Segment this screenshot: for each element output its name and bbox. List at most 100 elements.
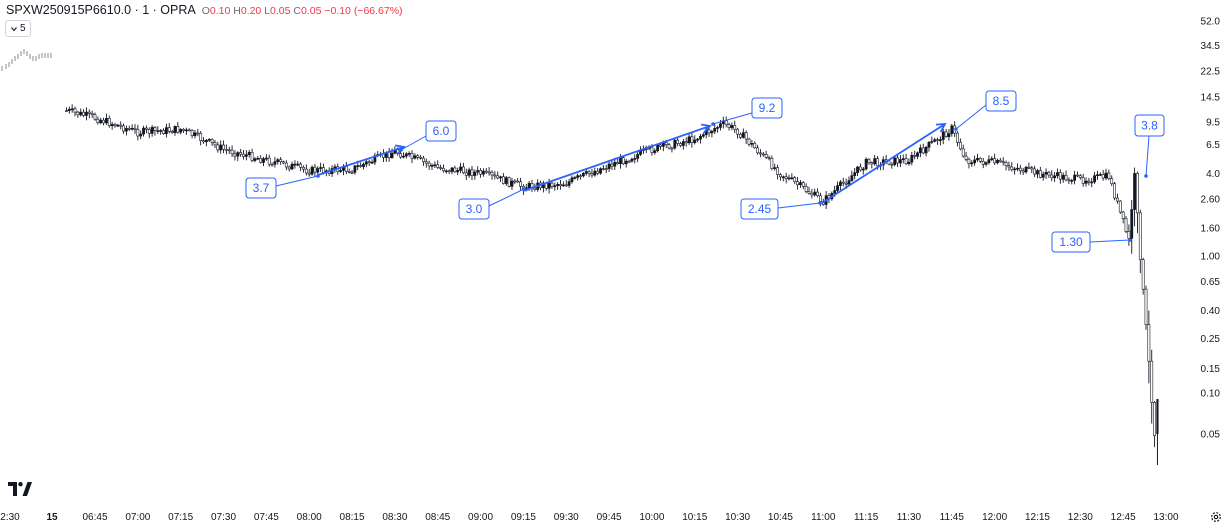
x-tick-label: 09:00 [468, 512, 493, 523]
symbol-title[interactable]: SPXW250915P6610.0 · 1 · OPRA [6, 3, 196, 17]
candle-body [533, 187, 537, 190]
annotation-box[interactable] [458, 198, 490, 220]
candle-body [779, 174, 782, 178]
candle-body [202, 140, 205, 143]
trend-arrows[interactable] [317, 122, 947, 204]
candle-body [170, 131, 174, 133]
candle-body [576, 175, 580, 178]
candle-body [233, 153, 237, 157]
candle-body [476, 170, 480, 173]
candle-body [416, 155, 420, 158]
annotation-leader [712, 112, 753, 125]
x-tick-label: 09:15 [511, 512, 536, 523]
candle-body [767, 157, 771, 159]
candle-body [259, 157, 263, 163]
price-axis[interactable]: 52.0 34.5 22.5 14.5 9.5 6.5 4.0 2.60 1.60 1.00 0.6… [1201, 17, 1221, 441]
trend-arrow-line[interactable] [821, 123, 946, 204]
candle-body [256, 157, 260, 160]
candle-body [159, 130, 163, 132]
annotation-box[interactable] [425, 120, 457, 142]
candle-body [873, 158, 877, 165]
candle-body [950, 125, 954, 134]
annotation-anchor [1128, 238, 1132, 242]
y-tick-label: 0.65 [1201, 277, 1221, 288]
candle-body [105, 118, 108, 124]
candle-body [1047, 171, 1051, 176]
annotation-leader [400, 135, 427, 151]
candle-body [701, 134, 705, 137]
candle-body [147, 129, 151, 134]
interval-toggle-button[interactable]: 5 [5, 20, 31, 37]
annotation-box[interactable] [245, 177, 277, 199]
x-tick-label: 10:00 [639, 512, 664, 523]
candle-body [719, 123, 722, 128]
candle-body [1041, 173, 1045, 178]
mini-preview [1, 49, 52, 71]
trend-arrow-line[interactable] [522, 125, 711, 192]
candle-body [590, 173, 594, 176]
candle-body [907, 161, 911, 165]
candle-body [1036, 170, 1039, 175]
candle-body [764, 153, 768, 158]
x-tick-label: 12:45 [1111, 512, 1136, 523]
annotation-box[interactable] [1051, 231, 1091, 253]
candle-body [673, 139, 677, 149]
candle-body [1056, 172, 1059, 177]
time-axis[interactable]: 2:30 15 06:45 07:00 07:15 07:30 07:45 08:00 08:1… [0, 512, 1179, 523]
gear-icon[interactable] [1210, 511, 1222, 523]
candle-body [1024, 166, 1028, 173]
candle-body [230, 149, 234, 155]
candle-body [961, 148, 965, 157]
candle-body [1078, 175, 1082, 178]
candle-body [839, 181, 842, 186]
candle-body [87, 111, 91, 114]
candle-body [264, 157, 268, 160]
candle-body [499, 176, 502, 179]
candle-body [387, 151, 391, 159]
candle-body [607, 163, 611, 169]
candle-body [96, 118, 100, 123]
annotation-box[interactable] [751, 97, 783, 119]
candle-body [627, 160, 631, 163]
x-tick-label: 10:15 [682, 512, 707, 523]
candle-body [1058, 172, 1062, 180]
candle-body [604, 168, 608, 170]
candle-body [793, 177, 797, 182]
candle-body [1090, 181, 1094, 184]
trend-arrow-line[interactable] [317, 146, 405, 176]
candle-body [273, 161, 277, 165]
candle-body [1093, 175, 1097, 183]
candle-body [362, 163, 365, 167]
candle-body [553, 185, 557, 188]
candle-body [716, 127, 720, 129]
candle-body [390, 152, 394, 159]
candle-body [433, 164, 437, 167]
candle-body [1144, 288, 1148, 325]
candle-body [422, 157, 425, 162]
candle-body [761, 153, 765, 156]
candle-body [239, 152, 243, 155]
candle-body [850, 175, 854, 181]
annotation-box[interactable] [1134, 114, 1165, 137]
candle-body [65, 110, 68, 112]
candle-body [921, 147, 925, 154]
candle-body [753, 143, 757, 149]
annotation-box[interactable] [985, 90, 1017, 112]
candle-body [1130, 209, 1134, 239]
price-annotations[interactable]: 3.7 6.0 3.0 9.2 2.45 8.5 1.30 3.8 [245, 90, 1165, 253]
candle-body [947, 133, 951, 138]
chart-header: SPXW250915P6610.0 · 1 · OPRA O0.10 H0.20… [6, 3, 403, 19]
candle-body [282, 161, 285, 164]
candle-body [973, 159, 977, 164]
candle-body [1050, 174, 1054, 179]
annotation-box[interactable] [740, 198, 779, 220]
candle-body [262, 158, 265, 163]
candle-body [744, 132, 748, 140]
candle-body [267, 157, 271, 165]
candle-body [833, 190, 837, 194]
candle-body [896, 157, 899, 164]
y-tick-label: 4.0 [1206, 169, 1220, 180]
candle-body [242, 153, 245, 157]
candle-body [1004, 162, 1008, 166]
